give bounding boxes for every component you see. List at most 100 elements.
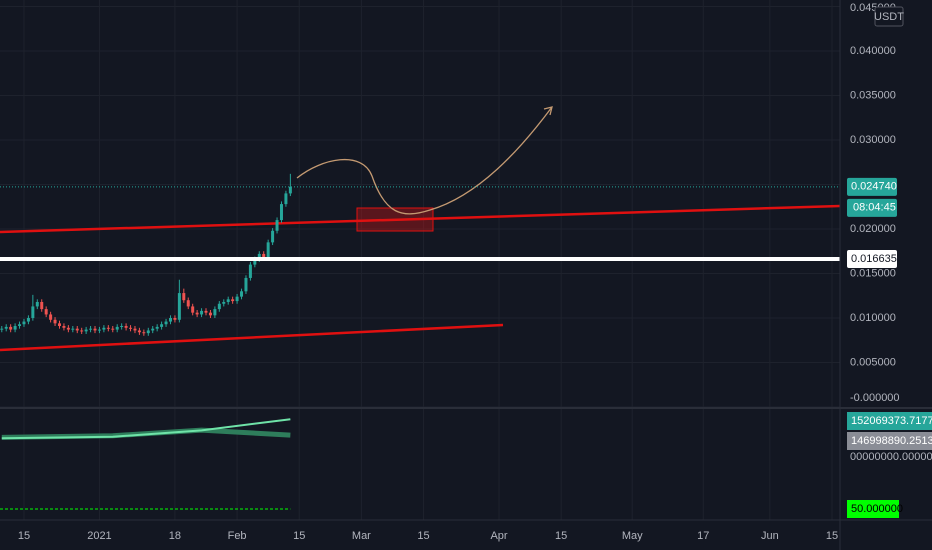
x-tick-label: Jun (761, 530, 779, 542)
marks (0, 173, 840, 510)
x-tick-label: Apr (490, 530, 507, 542)
candle-body (115, 326, 119, 330)
currency: USDT (874, 11, 904, 23)
countdown-box (847, 198, 897, 217)
arrow-head (543, 106, 553, 116)
indicator-level-label: 50.000000 (851, 503, 903, 515)
y-tick-label: 0.020000 (850, 223, 896, 235)
candle-body (240, 291, 244, 297)
candle-body (284, 193, 288, 205)
candle-body (191, 306, 195, 313)
candle-body (18, 324, 22, 327)
candle-body (226, 299, 230, 302)
candle-body (204, 310, 208, 313)
candle-body (271, 230, 275, 243)
candle-body (129, 327, 133, 329)
target-box (356, 207, 434, 232)
candle-body (35, 301, 39, 307)
candle-body (160, 324, 164, 327)
candle-body (71, 328, 75, 330)
x-tick-label: 15 (417, 530, 429, 542)
candle-body (244, 277, 248, 292)
candle-body (102, 327, 106, 330)
candle-body (93, 328, 97, 331)
candle-body (31, 306, 35, 318)
trend-line (0, 323, 504, 352)
candle-body (213, 309, 217, 316)
forecast-arrow (296, 106, 553, 215)
level-label: 0.016635 (851, 253, 897, 265)
candle-body (13, 326, 17, 330)
candle-body (133, 328, 137, 331)
candle-body (75, 328, 79, 331)
y-tick-label: 0.030000 (850, 134, 896, 146)
candle-body (168, 318, 172, 322)
x-tick-label: 18 (169, 530, 181, 542)
candle-body (26, 318, 30, 322)
x-tick-label: 15 (293, 530, 305, 542)
candle-body (9, 326, 13, 330)
y-tick-label: -0.000000 (850, 392, 900, 404)
candle-body (62, 326, 66, 328)
x-tick-label: 15 (555, 530, 567, 542)
y-tick-label: 0.005000 (850, 356, 896, 368)
candle-body (266, 242, 270, 258)
x-tick-label: Mar (352, 530, 371, 542)
candle-body (279, 204, 283, 221)
candle-body (4, 326, 8, 329)
candle-body (44, 309, 48, 315)
candle-body (22, 321, 26, 325)
candle-body (200, 310, 204, 315)
candle-body (235, 296, 239, 302)
candle-body (57, 323, 61, 327)
candle-body (146, 330, 150, 334)
price-label-box (847, 177, 897, 196)
last-price-label: 0.024740 (851, 181, 897, 193)
candle-body (177, 293, 181, 320)
candle-body (164, 321, 168, 325)
candle-body (217, 303, 221, 310)
x-tick-label: Feb (228, 530, 247, 542)
candle-body (84, 329, 88, 332)
candle-body (186, 300, 190, 307)
candle-body (262, 253, 266, 258)
candle-body (0, 328, 4, 330)
y-tick-label: 0.035000 (850, 89, 896, 101)
indicator-label-box (847, 412, 932, 430)
candle-body (231, 299, 235, 302)
x-tick-label: 17 (697, 530, 709, 542)
candle-body (97, 329, 101, 331)
candle-body (111, 328, 115, 330)
indicator-label: 146998890.251393 (851, 435, 932, 447)
candle-body (248, 264, 252, 278)
candle-body (66, 327, 70, 330)
trend-line (0, 204, 841, 234)
candle-body (53, 319, 57, 324)
x-tick-label: 15 (826, 530, 838, 542)
x-tick-label: 2021 (87, 530, 111, 542)
candle-body (49, 314, 53, 320)
candle-body (275, 220, 279, 231)
level-label-box (847, 249, 897, 268)
candle-body (89, 328, 93, 330)
candle-body (120, 326, 124, 328)
labels: -0.000000 0.005000 0.010000 0.015000 0.02000… (18, 2, 932, 542)
candle-body (208, 312, 212, 316)
currency-box (874, 6, 904, 27)
candle-body (155, 326, 159, 329)
candle-body (253, 259, 257, 265)
y-tick-label: 0.040000 (850, 45, 896, 57)
candle-body (195, 312, 199, 315)
y-tick-label: 0.015000 (850, 267, 896, 279)
candle-body (222, 301, 226, 304)
candle-body (106, 327, 110, 329)
indicator-level-box (847, 500, 899, 518)
indicator-line (1, 418, 291, 440)
y-tick-label: 00000000.000000 (850, 451, 932, 463)
x-tick-label: 15 (18, 530, 30, 542)
indicator-label-box (847, 432, 932, 450)
candle-body (124, 326, 128, 328)
